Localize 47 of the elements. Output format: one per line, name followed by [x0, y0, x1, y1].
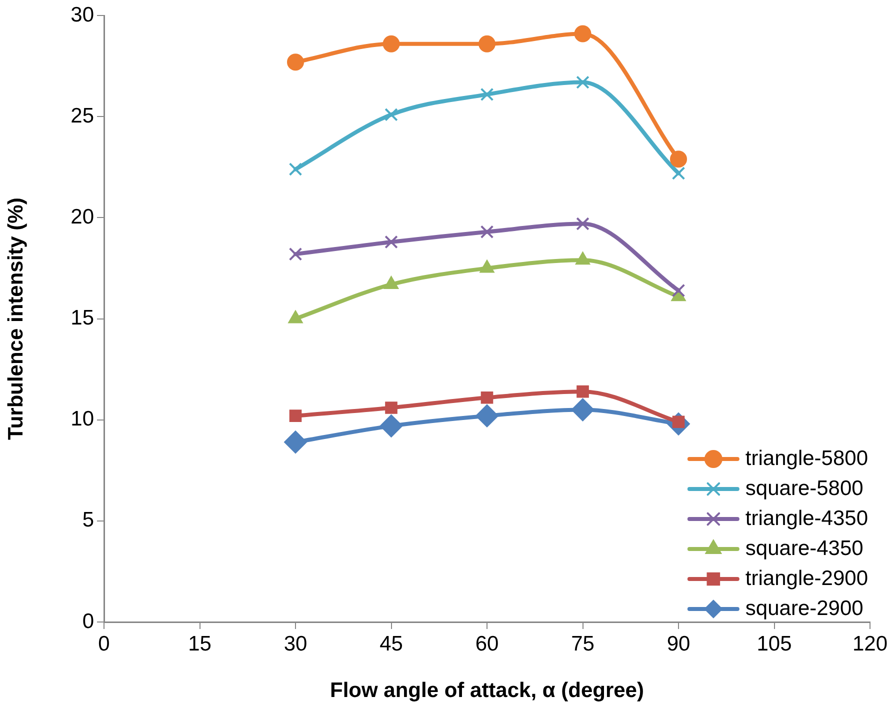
point	[382, 35, 400, 52]
x-tick-label: 0	[98, 632, 110, 656]
point	[672, 166, 686, 180]
point	[385, 402, 398, 414]
legend-label: triangle-4350	[745, 506, 868, 530]
x-tick-label: 120	[852, 632, 888, 656]
point	[670, 150, 687, 168]
x-tick-label: 30	[284, 632, 308, 656]
point	[476, 404, 498, 428]
y-tick-label: 20	[70, 206, 94, 229]
x-axis-title: Flow angle of attack, α (degree)	[330, 679, 644, 702]
y-tick-label: 5	[82, 508, 94, 532]
x-tick-label: 60	[475, 632, 499, 656]
point	[380, 414, 403, 438]
x-tick-label: 105	[756, 632, 792, 656]
y-axis-title: Turbulence intensity (%)	[4, 198, 28, 440]
y-tick-label: 15	[70, 306, 94, 330]
point	[284, 430, 307, 454]
point	[288, 162, 302, 176]
point	[384, 108, 398, 122]
point	[574, 25, 592, 42]
y-tick-label: 25	[70, 104, 94, 128]
legend-label: square-4350	[745, 536, 864, 560]
point	[576, 217, 590, 230]
x-tick-label: 15	[188, 632, 212, 656]
point	[384, 235, 398, 249]
point	[576, 385, 589, 398]
y-tick-label: 10	[70, 408, 94, 431]
legend-label: triangle-2900	[745, 566, 868, 590]
legend-label: triangle-5800	[745, 446, 868, 470]
point	[480, 225, 494, 239]
y-tick-label: 0	[82, 610, 94, 633]
x-tick-label: 45	[380, 632, 403, 656]
point	[672, 284, 686, 298]
point	[288, 247, 302, 261]
point	[480, 391, 494, 404]
point	[576, 76, 590, 89]
legend-label: square-2900	[745, 596, 864, 620]
point	[287, 54, 304, 71]
point	[289, 410, 302, 422]
y-tick-label: 30	[70, 3, 94, 26]
x-tick-label: 75	[571, 632, 594, 656]
point	[571, 398, 594, 422]
x-tick-label: 90	[666, 632, 690, 656]
point	[478, 35, 496, 52]
legend-label: square-5800	[745, 476, 864, 500]
point	[480, 88, 494, 102]
